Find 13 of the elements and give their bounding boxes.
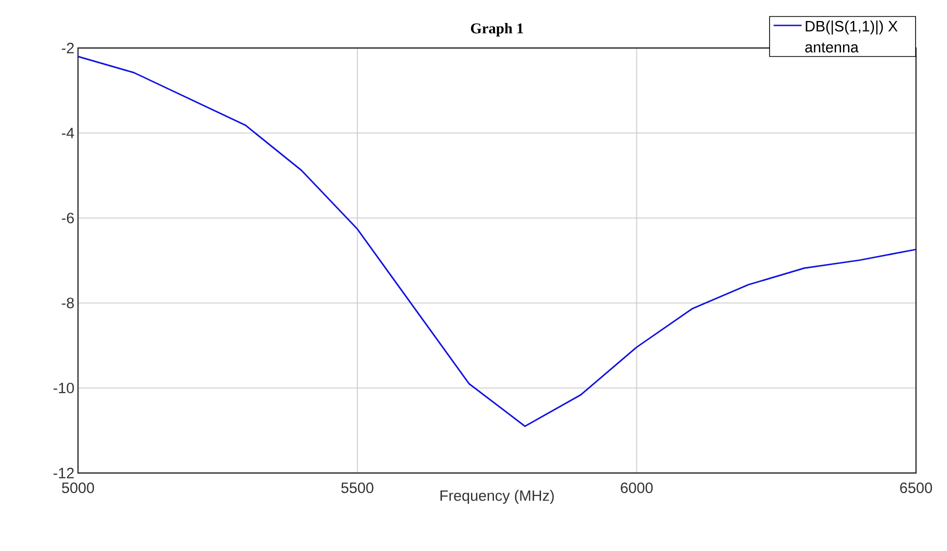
chart-title: Graph 1 [470,22,524,36]
x-tick-label: 6500 [900,482,932,494]
x-axis-title: Frequency (MHz) [440,490,554,504]
y-tick-label: -4 [62,128,74,138]
y-tick-label: -12 [54,468,74,478]
y-tick-label: -6 [62,212,74,224]
y-tick-label: -8 [62,298,74,308]
x-tick-label: 5000 [62,482,94,494]
x-tick-label: 5500 [341,482,374,494]
y-tick-label: -10 [54,382,74,394]
x-tick-label: 6000 [620,482,653,494]
legend-label: DB(|S(1,1)|) X antenna [805,20,898,52]
y-tick-label: -2 [62,42,74,54]
